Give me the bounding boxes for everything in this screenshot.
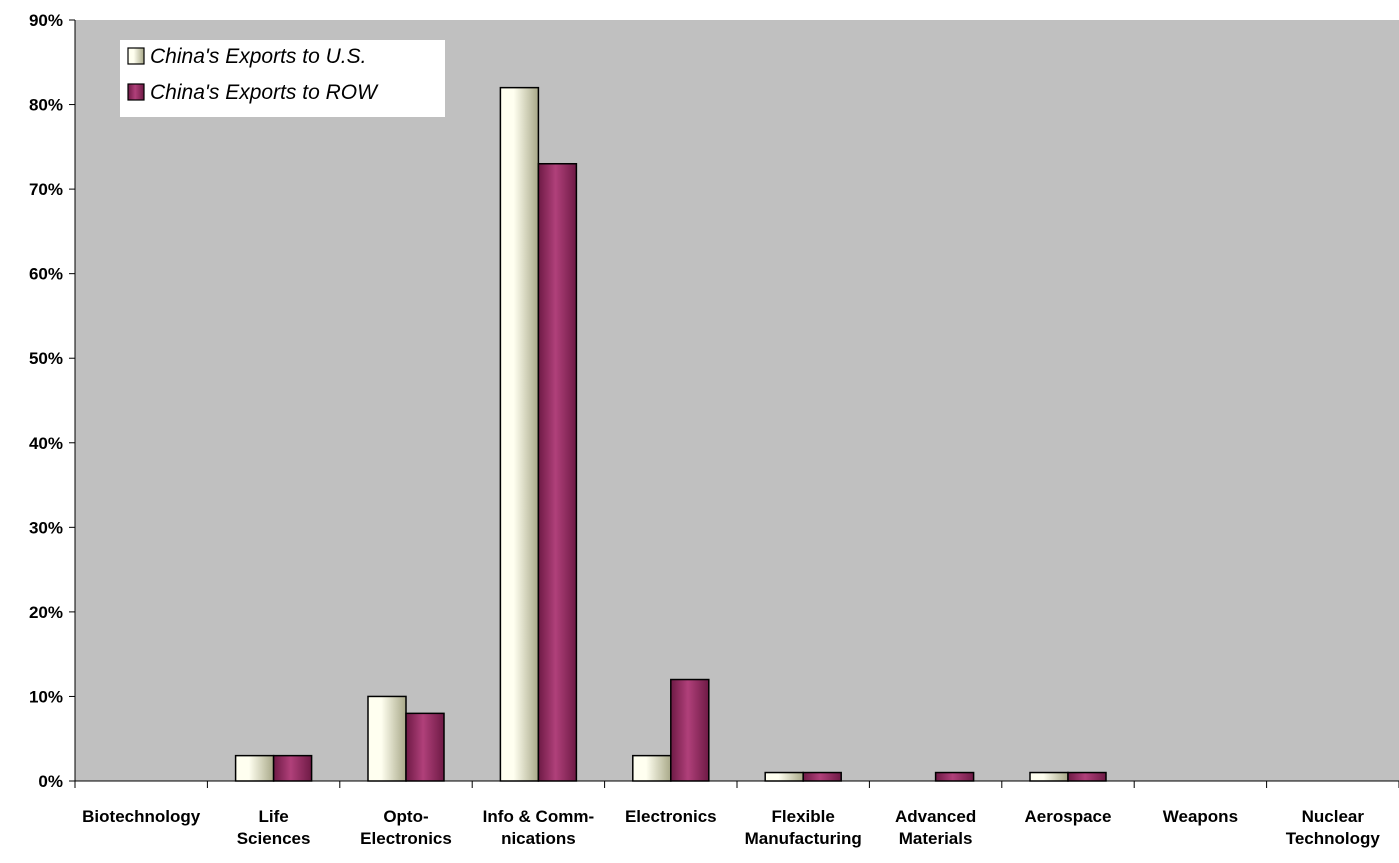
bar-row: [802, 771, 842, 782]
y-tick-label: 10%: [29, 687, 63, 706]
legend-label: China's Exports to ROW: [150, 81, 379, 104]
bar-us: [764, 771, 804, 782]
bar-row: [272, 754, 313, 782]
bar-row: [537, 162, 578, 782]
x-tick-label: Aerospace: [1025, 807, 1112, 826]
y-tick-label: 50%: [29, 349, 63, 368]
x-tick-label-line: Opto-: [383, 807, 428, 826]
x-tick-label: Info & Comm-nications: [483, 807, 594, 848]
bar-row: [934, 771, 975, 782]
y-tick-label: 70%: [29, 180, 63, 199]
legend-swatch: [127, 47, 145, 65]
x-tick-label: Electronics: [625, 807, 717, 826]
y-tick-label: 30%: [29, 518, 63, 537]
x-tick-label-line: Materials: [899, 829, 973, 848]
bar-row: [405, 712, 445, 782]
y-tick-label: 20%: [29, 603, 63, 622]
bar-us: [367, 695, 407, 782]
legend-swatch: [127, 83, 145, 101]
x-tick-label: Nuclear Technology: [1286, 807, 1381, 848]
x-tick-label: Weapons: [1163, 807, 1238, 826]
x-tick-label-line: Manufacturing: [745, 829, 862, 848]
legend: China's Exports to U.S. China's Exports t…: [120, 40, 445, 117]
x-tick-label: Opto- Electronics: [360, 807, 452, 848]
y-tick-label: 60%: [29, 265, 63, 284]
x-tick-label-line: Technology: [1286, 829, 1381, 848]
x-tick-label: Advanced Materials: [895, 807, 976, 848]
x-tick-label-line: Advanced: [895, 807, 976, 826]
bar-us: [234, 754, 275, 782]
x-tick-label-line: nications: [501, 829, 576, 848]
legend-label: China's Exports to U.S.: [150, 45, 366, 68]
bar-row: [1067, 771, 1107, 782]
x-tick-label-line: Electronics: [625, 807, 717, 826]
bar-us: [1029, 771, 1069, 782]
y-tick-label: 40%: [29, 434, 63, 453]
x-tick-label-line: Info & Comm-: [483, 807, 594, 826]
y-tick-label: 0%: [38, 772, 63, 791]
x-tick-label-line: Sciences: [237, 829, 311, 848]
bar-us: [499, 86, 540, 782]
bar-us: [632, 754, 672, 782]
y-tick-label: 90%: [29, 11, 63, 30]
x-tick-label: Life Sciences: [237, 807, 311, 848]
x-tick-label-line: Biotechnology: [82, 807, 201, 826]
x-tick-label-line: Aerospace: [1025, 807, 1112, 826]
x-tick-label-line: Electronics: [360, 829, 452, 848]
bar-row: [670, 678, 710, 782]
x-tick-label-line: Flexible: [772, 807, 835, 826]
x-tick-label-line: Life: [258, 807, 288, 826]
x-tick-label: Biotechnology: [82, 807, 201, 826]
plot-area: [75, 20, 1399, 781]
legend-box: [120, 40, 445, 117]
x-tick-label-line: Nuclear: [1302, 807, 1365, 826]
x-tick-label: Flexible Manufacturing: [745, 807, 862, 848]
y-tick-label: 80%: [29, 96, 63, 115]
x-tick-label-line: Weapons: [1163, 807, 1238, 826]
